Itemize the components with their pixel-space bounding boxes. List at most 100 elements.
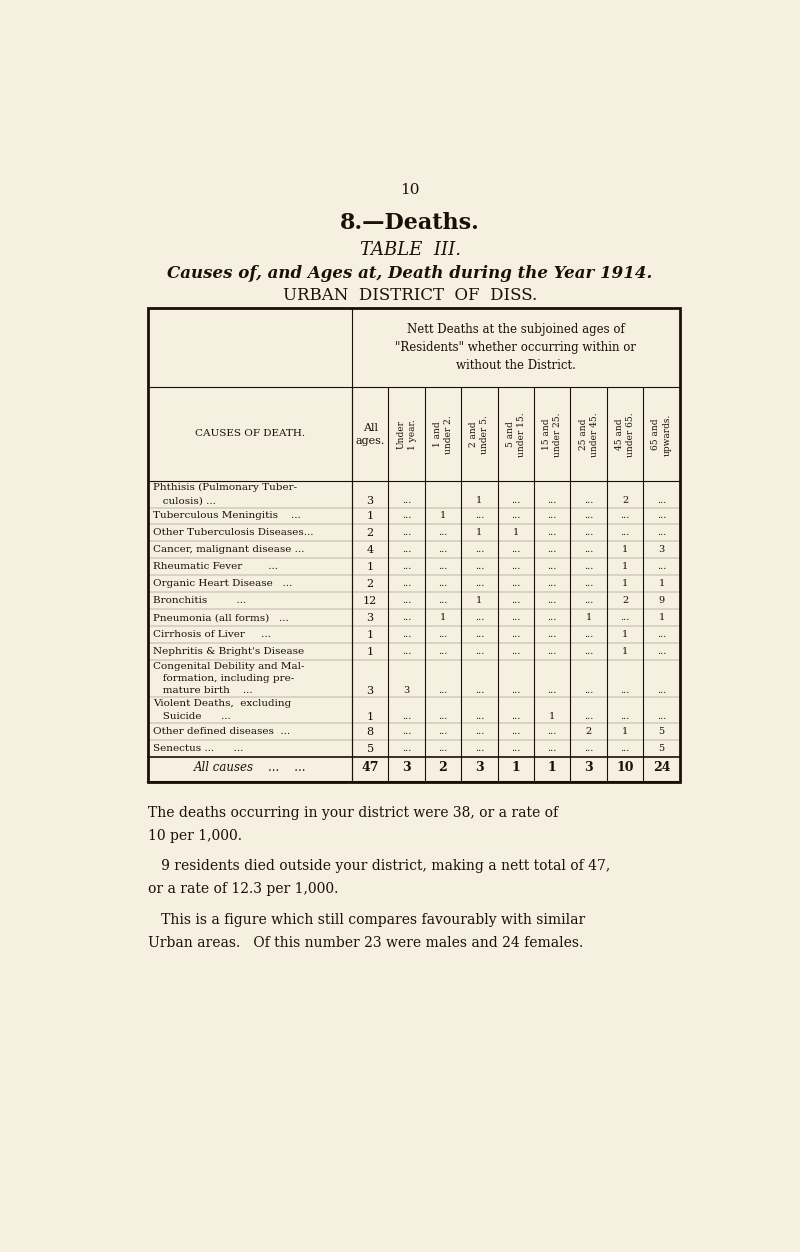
Text: ...: ... xyxy=(657,512,666,521)
Text: ...: ... xyxy=(474,686,484,695)
Text: 1: 1 xyxy=(548,761,557,774)
Text: 5: 5 xyxy=(658,744,665,752)
Text: ...: ... xyxy=(657,528,666,537)
Text: 3: 3 xyxy=(366,496,374,506)
Text: ...: ... xyxy=(584,712,594,721)
Text: ...: ... xyxy=(584,497,594,506)
Text: 1: 1 xyxy=(622,727,628,736)
Text: 2: 2 xyxy=(622,497,628,506)
Text: This is a figure which still compares favourably with similar: This is a figure which still compares fa… xyxy=(148,913,586,926)
Text: ...: ... xyxy=(402,562,411,571)
Text: 10: 10 xyxy=(616,761,634,774)
Text: ...: ... xyxy=(657,712,666,721)
Text: ...: ... xyxy=(584,744,594,752)
Text: 9 residents died outside your district, making a nett total of 47,: 9 residents died outside your district, … xyxy=(148,859,610,873)
Text: ...: ... xyxy=(657,630,666,639)
Text: 3: 3 xyxy=(584,761,593,774)
Text: 24: 24 xyxy=(653,761,670,774)
Text: 65 and
upwards.: 65 and upwards. xyxy=(651,413,671,456)
Text: 3: 3 xyxy=(366,612,374,622)
Text: ...: ... xyxy=(438,580,448,588)
Text: Cancer, malignant disease ...: Cancer, malignant disease ... xyxy=(153,546,304,555)
Text: Nephritis & Bright's Disease: Nephritis & Bright's Disease xyxy=(153,647,304,656)
Text: 1: 1 xyxy=(476,528,482,537)
Text: Congenital Debility and Mal-: Congenital Debility and Mal- xyxy=(153,661,304,671)
Text: ...: ... xyxy=(547,744,557,752)
Text: 3: 3 xyxy=(402,761,411,774)
Text: Urban areas.   Of this number 23 were males and 24 females.: Urban areas. Of this number 23 were male… xyxy=(148,935,583,949)
Text: ...: ... xyxy=(511,686,521,695)
Text: ...: ... xyxy=(474,546,484,555)
Text: ...: ... xyxy=(547,727,557,736)
Text: ...: ... xyxy=(547,528,557,537)
Text: ...: ... xyxy=(511,562,521,571)
Text: ...: ... xyxy=(438,686,448,695)
Text: Under
1 year.: Under 1 year. xyxy=(397,419,417,449)
Text: 45 and
under 65.: 45 and under 65. xyxy=(615,412,635,457)
Text: 3: 3 xyxy=(366,686,374,696)
Text: ...: ... xyxy=(584,647,594,656)
Text: ...: ... xyxy=(511,546,521,555)
Text: Causes of, and Ages at, Death during the Year 1914.: Causes of, and Ages at, Death during the… xyxy=(167,265,653,282)
Text: Bronchitis         ...: Bronchitis ... xyxy=(153,596,246,605)
Text: 1: 1 xyxy=(476,596,482,605)
Text: ...: ... xyxy=(547,580,557,588)
Text: 2: 2 xyxy=(586,727,592,736)
Text: All causes    ...    ...: All causes ... ... xyxy=(194,761,306,774)
Text: 8.—Deaths.: 8.—Deaths. xyxy=(340,213,480,234)
Text: ...: ... xyxy=(438,647,448,656)
Text: ...: ... xyxy=(547,497,557,506)
Text: ...: ... xyxy=(402,528,411,537)
Text: 1 and
under 2.: 1 and under 2. xyxy=(433,416,453,453)
Text: ...: ... xyxy=(511,497,521,506)
Text: ...: ... xyxy=(438,630,448,639)
Text: ...: ... xyxy=(620,686,630,695)
Text: 5: 5 xyxy=(658,727,665,736)
Text: ...: ... xyxy=(547,613,557,622)
Text: ...: ... xyxy=(402,647,411,656)
Text: ...: ... xyxy=(657,647,666,656)
Text: ...: ... xyxy=(584,630,594,639)
Text: 1: 1 xyxy=(622,647,628,656)
Text: ...: ... xyxy=(584,580,594,588)
Text: 1: 1 xyxy=(513,528,519,537)
Text: ...: ... xyxy=(511,613,521,622)
Text: ...: ... xyxy=(547,596,557,605)
Text: 1: 1 xyxy=(622,580,628,588)
Text: ...: ... xyxy=(438,546,448,555)
Text: 5: 5 xyxy=(366,744,374,754)
Text: 47: 47 xyxy=(362,761,379,774)
Text: CAUSES OF DEATH.: CAUSES OF DEATH. xyxy=(195,429,305,438)
Text: ...: ... xyxy=(584,686,594,695)
Text: ...: ... xyxy=(547,630,557,639)
Text: ...: ... xyxy=(438,727,448,736)
Text: ...: ... xyxy=(657,562,666,571)
Text: Phthisis (Pulmonary Tuber-: Phthisis (Pulmonary Tuber- xyxy=(153,483,297,492)
Text: ...: ... xyxy=(511,744,521,752)
Text: 1: 1 xyxy=(549,712,555,721)
Text: 1: 1 xyxy=(440,613,446,622)
Text: 2 and
under 5.: 2 and under 5. xyxy=(470,414,490,453)
Text: 1: 1 xyxy=(658,613,665,622)
Text: 25 and
under 45.: 25 and under 45. xyxy=(578,412,598,457)
Text: ...: ... xyxy=(474,512,484,521)
Text: ...: ... xyxy=(474,727,484,736)
Text: ...: ... xyxy=(402,630,411,639)
Text: Other Tuberculosis Diseases...: Other Tuberculosis Diseases... xyxy=(153,528,314,537)
Text: ...: ... xyxy=(511,596,521,605)
Text: 1: 1 xyxy=(622,546,628,555)
Text: Other defined diseases  ...: Other defined diseases ... xyxy=(153,727,290,736)
Text: ...: ... xyxy=(620,613,630,622)
Text: ...: ... xyxy=(474,647,484,656)
Text: 1: 1 xyxy=(366,646,374,656)
Text: ...: ... xyxy=(402,580,411,588)
Text: ...: ... xyxy=(511,727,521,736)
Text: 2: 2 xyxy=(438,761,447,774)
Bar xyxy=(148,308,680,781)
Text: ...: ... xyxy=(402,613,411,622)
Text: ...: ... xyxy=(620,528,630,537)
Text: ...: ... xyxy=(584,512,594,521)
Text: ...: ... xyxy=(620,744,630,752)
Text: 1: 1 xyxy=(658,580,665,588)
Text: ...: ... xyxy=(547,546,557,555)
